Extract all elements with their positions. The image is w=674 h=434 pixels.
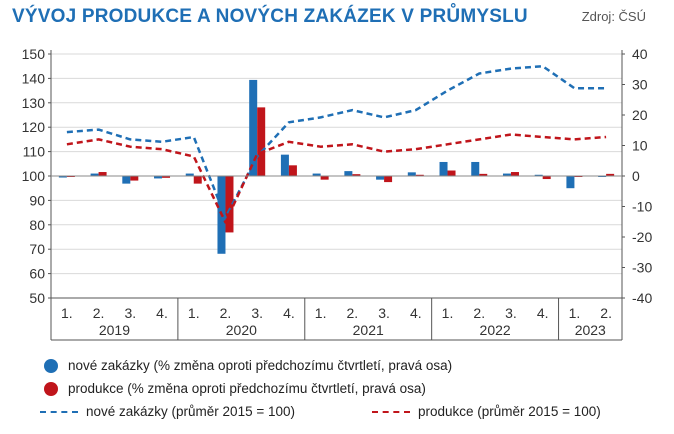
bar-orders-change	[376, 176, 385, 180]
legend-label-production-index: produkce (průměr 2015 = 100)	[418, 404, 601, 419]
left-tick-label: 60	[29, 266, 45, 282]
bar-orders-change	[58, 176, 67, 178]
bar-orders-change	[185, 173, 194, 176]
quarter-label: 1.	[442, 305, 454, 321]
series-lines	[66, 64, 607, 224]
quarter-label: 2.	[93, 305, 105, 321]
right-tick-label: -20	[632, 229, 652, 245]
bar-production-change	[542, 176, 551, 180]
bar-orders-change	[566, 176, 575, 189]
line-production-index	[66, 133, 607, 224]
bar-orders-change	[90, 173, 99, 176]
right-tick-label: 0	[632, 168, 640, 184]
source-label: Zdroj: ČSÚ	[581, 9, 646, 24]
quarter-label: 2.	[600, 305, 612, 321]
quarter-label: 1.	[315, 305, 327, 321]
quarter-label: 1.	[61, 305, 73, 321]
bar-production-change	[288, 165, 297, 176]
left-tick-label: 80	[29, 217, 45, 233]
bar-production-change	[352, 174, 361, 176]
left-tick-label: 110	[23, 144, 46, 160]
bar-production-change	[320, 176, 329, 180]
bar-production-change	[225, 176, 234, 233]
right-tick-label: -10	[632, 199, 652, 215]
chart-title: VÝVOJ PRODUKCE A NOVÝCH ZAKÁZEK V PRŮMYS…	[12, 6, 528, 27]
quarter-label: 4.	[410, 305, 422, 321]
bar-orders-change	[154, 176, 163, 179]
legend-label-orders-index: nové zakázky (průměr 2015 = 100)	[86, 404, 295, 419]
bar-orders-change	[439, 161, 448, 176]
bar-orders-change	[312, 173, 321, 176]
legend-item-production-index: produkce (průměr 2015 = 100)	[372, 404, 601, 419]
bars	[58, 79, 615, 254]
year-label: 2023	[575, 322, 606, 338]
right-tick-label: 40	[632, 46, 648, 62]
left-tick-label: 90	[29, 192, 45, 208]
quarter-label: 4.	[537, 305, 549, 321]
line-orders-index	[66, 64, 607, 219]
quarter-label: 4.	[156, 305, 168, 321]
legend-item-production-change: produkce (% změna oproti předchozímu čtv…	[44, 381, 426, 396]
legend-marker-orders-index	[40, 410, 78, 413]
legend-item-orders-change: nové zakázky (% změna oproti předchozímu…	[44, 358, 452, 373]
quarter-label: 3.	[124, 305, 136, 321]
grid-lines	[51, 53, 622, 275]
quarter-label: 2.	[473, 305, 485, 321]
quarter-label: 2.	[347, 305, 359, 321]
legend-label-orders-change: nové zakázky (% změna oproti předchozímu…	[68, 358, 453, 373]
legend-label-production-change: produkce (% změna oproti předchozímu čtv…	[68, 381, 426, 396]
year-label: 2020	[226, 322, 257, 338]
quarter-label: 1.	[188, 305, 200, 321]
bar-production-change	[415, 174, 424, 176]
left-tick-label: 140	[22, 70, 46, 86]
year-label: 2022	[480, 322, 511, 338]
left-tick-label: 120	[22, 119, 46, 135]
year-label: 2021	[353, 322, 384, 338]
bar-orders-change	[249, 79, 258, 176]
bar-production-change	[447, 170, 456, 176]
bar-orders-change	[534, 174, 543, 176]
right-axis-ticks: -40 -30 -20 -10 0 10 20 30 40	[622, 46, 652, 306]
bar-orders-change	[407, 172, 416, 176]
left-tick-label: 50	[29, 290, 45, 306]
bar-production-change	[384, 176, 393, 183]
bar-production-change	[479, 173, 488, 176]
left-tick-label: 150	[22, 46, 46, 62]
x-axis-labels: 1. 2. 3. 4. 1. 2. 3. 4. 1. 2. 3. 4. 1. 2. 3. 4. 1. 2.2019…	[50, 298, 623, 341]
quarter-label: 1.	[569, 305, 581, 321]
quarter-label: 3.	[378, 305, 390, 321]
bar-production-change	[98, 172, 107, 176]
legend-marker-production-change	[44, 381, 58, 396]
left-axis-ticks: 50 60 70 80 90 100 110 120 130 140 150	[22, 46, 51, 306]
right-tick-label: -40	[632, 290, 652, 306]
bar-orders-change	[471, 161, 480, 176]
legend-marker-production-index	[372, 410, 410, 413]
axes	[50, 50, 623, 299]
bar-production-change	[162, 176, 171, 178]
bar-production-change	[257, 107, 266, 176]
legend-marker-orders-change	[44, 358, 58, 373]
bar-production-change	[606, 173, 615, 176]
bar-orders-change	[502, 173, 511, 176]
right-tick-label: -30	[632, 260, 652, 276]
bar-orders-change	[122, 176, 131, 184]
right-tick-label: 20	[632, 107, 648, 123]
right-tick-label: 10	[632, 138, 648, 154]
legend-item-orders-index: nové zakázky (průměr 2015 = 100)	[40, 404, 295, 419]
bar-production-change	[193, 176, 202, 184]
year-label: 2019	[99, 322, 130, 338]
quarter-label: 2.	[220, 305, 232, 321]
quarter-label: 3.	[251, 305, 263, 321]
bar-orders-change	[344, 171, 353, 176]
left-tick-label: 70	[29, 241, 45, 257]
bar-production-change	[130, 176, 139, 181]
quarter-label: 4.	[283, 305, 295, 321]
bar-orders-change	[280, 154, 289, 176]
quarter-label: 3.	[505, 305, 517, 321]
left-tick-label: 130	[22, 95, 46, 111]
right-tick-label: 30	[632, 77, 648, 93]
left-tick-label: 100	[22, 168, 46, 184]
bar-production-change	[510, 172, 519, 176]
